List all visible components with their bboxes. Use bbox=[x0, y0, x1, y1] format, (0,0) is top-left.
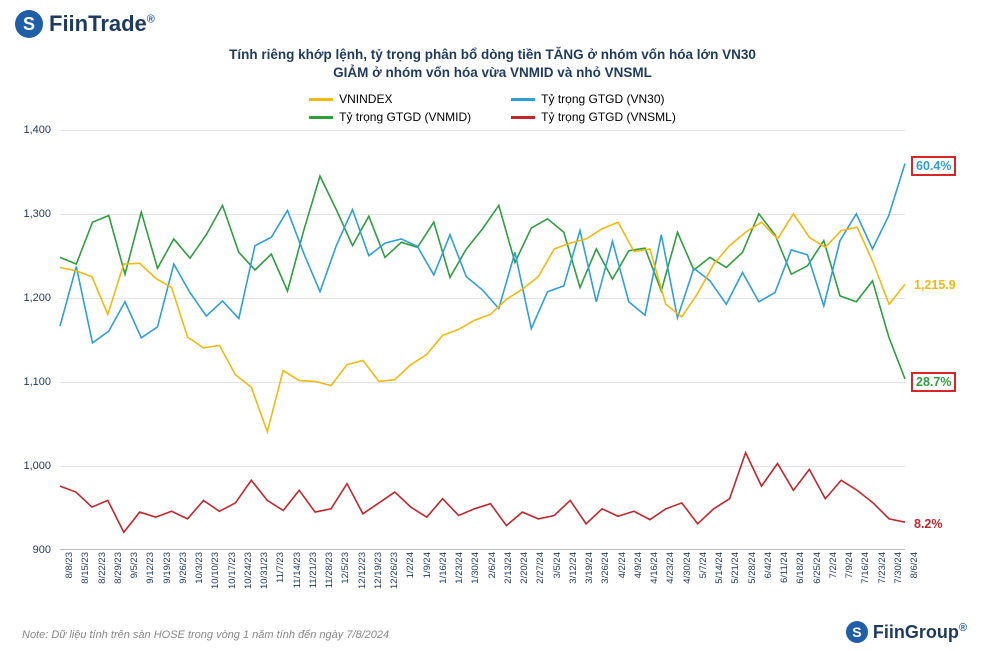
legend-vnsml: Tỷ trọng GTGD (VNSML) bbox=[511, 110, 676, 124]
end-label-vnsml: 8.2% bbox=[911, 516, 946, 532]
x-tick: 7/9/24 bbox=[844, 552, 855, 578]
x-tick: 10/10/23 bbox=[210, 552, 221, 589]
x-tick: 9/26/23 bbox=[178, 552, 189, 584]
x-tick: 8/29/23 bbox=[113, 552, 124, 584]
brand-top-name: FiinTrade® bbox=[49, 11, 155, 37]
line-vnsml bbox=[60, 453, 905, 533]
legend-swatch-vn30 bbox=[511, 98, 535, 101]
legend-label-vnindex: VNINDEX bbox=[339, 92, 392, 106]
x-tick: 1/23/24 bbox=[454, 552, 465, 584]
legend-label-vnsml: Tỷ trọng GTGD (VNSML) bbox=[541, 110, 676, 124]
line-vnindex bbox=[60, 214, 905, 432]
x-tick: 12/12/23 bbox=[357, 552, 368, 589]
y-axis: 9001,0001,1001,2001,3001,400 bbox=[15, 130, 55, 550]
x-tick: 6/25/24 bbox=[812, 552, 823, 584]
x-tick: 2/20/24 bbox=[519, 552, 530, 584]
x-axis: 8/8/23 8/15/23 8/22/23 8/29/23 9/5/23 9/12/23… bbox=[60, 552, 905, 622]
x-tick: 9/5/23 bbox=[129, 552, 140, 578]
brand-bottom-icon: S bbox=[846, 621, 868, 643]
brand-top-logo: S FiinTrade® bbox=[15, 10, 970, 38]
x-tick: 12/26/23 bbox=[389, 552, 400, 589]
x-tick: 10/31/23 bbox=[259, 552, 270, 589]
x-tick: 3/19/24 bbox=[584, 552, 595, 584]
x-tick: 5/7/24 bbox=[698, 552, 709, 578]
brand-top-icon: S bbox=[15, 10, 43, 38]
legend-swatch-vnindex bbox=[309, 98, 333, 101]
chart-title-line1: Tính riêng khớp lệnh, tỷ trọng phân bổ d… bbox=[15, 46, 970, 64]
y-tick: 1,200 bbox=[23, 292, 51, 304]
x-tick: 4/2/24 bbox=[617, 552, 628, 578]
x-tick: 10/24/23 bbox=[243, 552, 254, 589]
x-tick: 8/8/23 bbox=[64, 552, 75, 578]
x-tick: 11/28/23 bbox=[324, 552, 335, 588]
plot-area bbox=[60, 130, 905, 550]
end-label-vn30: 60.4% bbox=[911, 156, 956, 176]
x-tick: 6/18/24 bbox=[795, 552, 806, 584]
x-tick: 10/3/23 bbox=[194, 552, 205, 584]
x-tick: 8/15/23 bbox=[80, 552, 91, 584]
brand-bottom-name: FiinGroup® bbox=[873, 622, 967, 643]
x-tick: 7/30/24 bbox=[893, 552, 904, 584]
legend-swatch-vnmid bbox=[309, 116, 333, 119]
x-tick: 2/13/24 bbox=[503, 552, 514, 584]
y-tick: 1,300 bbox=[23, 208, 51, 220]
x-tick: 4/30/24 bbox=[682, 552, 693, 584]
line-canvas bbox=[60, 130, 905, 549]
x-tick: 9/19/23 bbox=[162, 552, 173, 584]
y-tick: 1,100 bbox=[23, 376, 51, 388]
end-label-vnindex: 1,215.9 bbox=[911, 277, 959, 293]
x-tick: 1/2/24 bbox=[405, 552, 416, 578]
x-tick: 3/26/24 bbox=[600, 552, 611, 584]
x-tick: 5/28/24 bbox=[747, 552, 758, 584]
legend-vnindex: VNINDEX bbox=[309, 92, 471, 106]
x-tick: 10/17/23 bbox=[227, 552, 238, 589]
legend: VNINDEX Tỷ trọng GTGD (VNMID) Tỷ trọng G… bbox=[15, 92, 970, 124]
x-tick: 5/21/24 bbox=[730, 552, 741, 584]
x-tick: 6/11/24 bbox=[779, 552, 790, 583]
x-tick: 4/16/24 bbox=[649, 552, 660, 584]
chart-area: 9001,0001,1001,2001,3001,400 8/8/238/15/… bbox=[15, 130, 970, 590]
footnote: Note: Dữ liệu tính trên sàn HOSE trong v… bbox=[22, 629, 389, 641]
x-tick: 2/27/24 bbox=[535, 552, 546, 584]
x-tick: 4/9/24 bbox=[633, 552, 644, 578]
legend-vn30: Tỷ trọng GTGD (VN30) bbox=[511, 92, 676, 106]
x-tick: 9/12/23 bbox=[145, 552, 156, 584]
chart-title-line2: GIẢM ở nhóm vốn hóa vừa VNMID và nhỏ VNS… bbox=[15, 64, 970, 82]
x-tick: 1/9/24 bbox=[422, 552, 433, 578]
x-tick: 12/5/23 bbox=[340, 552, 351, 584]
end-label-vnmid: 28.7% bbox=[911, 372, 956, 392]
legend-vnmid: Tỷ trọng GTGD (VNMID) bbox=[309, 110, 471, 124]
chart-title: Tính riêng khớp lệnh, tỷ trọng phân bổ d… bbox=[15, 46, 970, 82]
y-tick: 1,400 bbox=[23, 124, 51, 136]
x-tick: 5/14/24 bbox=[714, 552, 725, 584]
line-vnmid bbox=[60, 177, 905, 380]
x-tick: 8/6/24 bbox=[909, 552, 920, 578]
x-tick: 8/22/23 bbox=[97, 552, 108, 584]
x-tick: 7/23/24 bbox=[877, 552, 888, 584]
x-tick: 3/5/24 bbox=[552, 552, 563, 578]
brand-bottom-logo: S FiinGroup® bbox=[846, 621, 967, 643]
x-tick: 11/21/23 bbox=[308, 552, 319, 588]
x-tick: 1/30/24 bbox=[470, 552, 481, 584]
legend-label-vn30: Tỷ trọng GTGD (VN30) bbox=[541, 92, 664, 106]
x-tick: 3/12/24 bbox=[568, 552, 579, 584]
x-tick: 4/23/24 bbox=[665, 552, 676, 584]
x-tick: 7/16/24 bbox=[860, 552, 871, 584]
x-tick: 6/4/24 bbox=[763, 552, 774, 578]
legend-swatch-vnsml bbox=[511, 116, 535, 119]
y-tick: 1,000 bbox=[23, 460, 51, 472]
x-tick: 11/7/23 bbox=[275, 552, 286, 583]
x-tick: 11/14/23 bbox=[292, 552, 303, 588]
legend-label-vnmid: Tỷ trọng GTGD (VNMID) bbox=[339, 110, 471, 124]
x-tick: 7/2/24 bbox=[828, 552, 839, 578]
x-tick: 2/6/24 bbox=[487, 552, 498, 578]
y-tick: 900 bbox=[33, 544, 51, 556]
x-tick: 1/16/24 bbox=[438, 552, 449, 584]
x-tick: 12/19/23 bbox=[373, 552, 384, 589]
